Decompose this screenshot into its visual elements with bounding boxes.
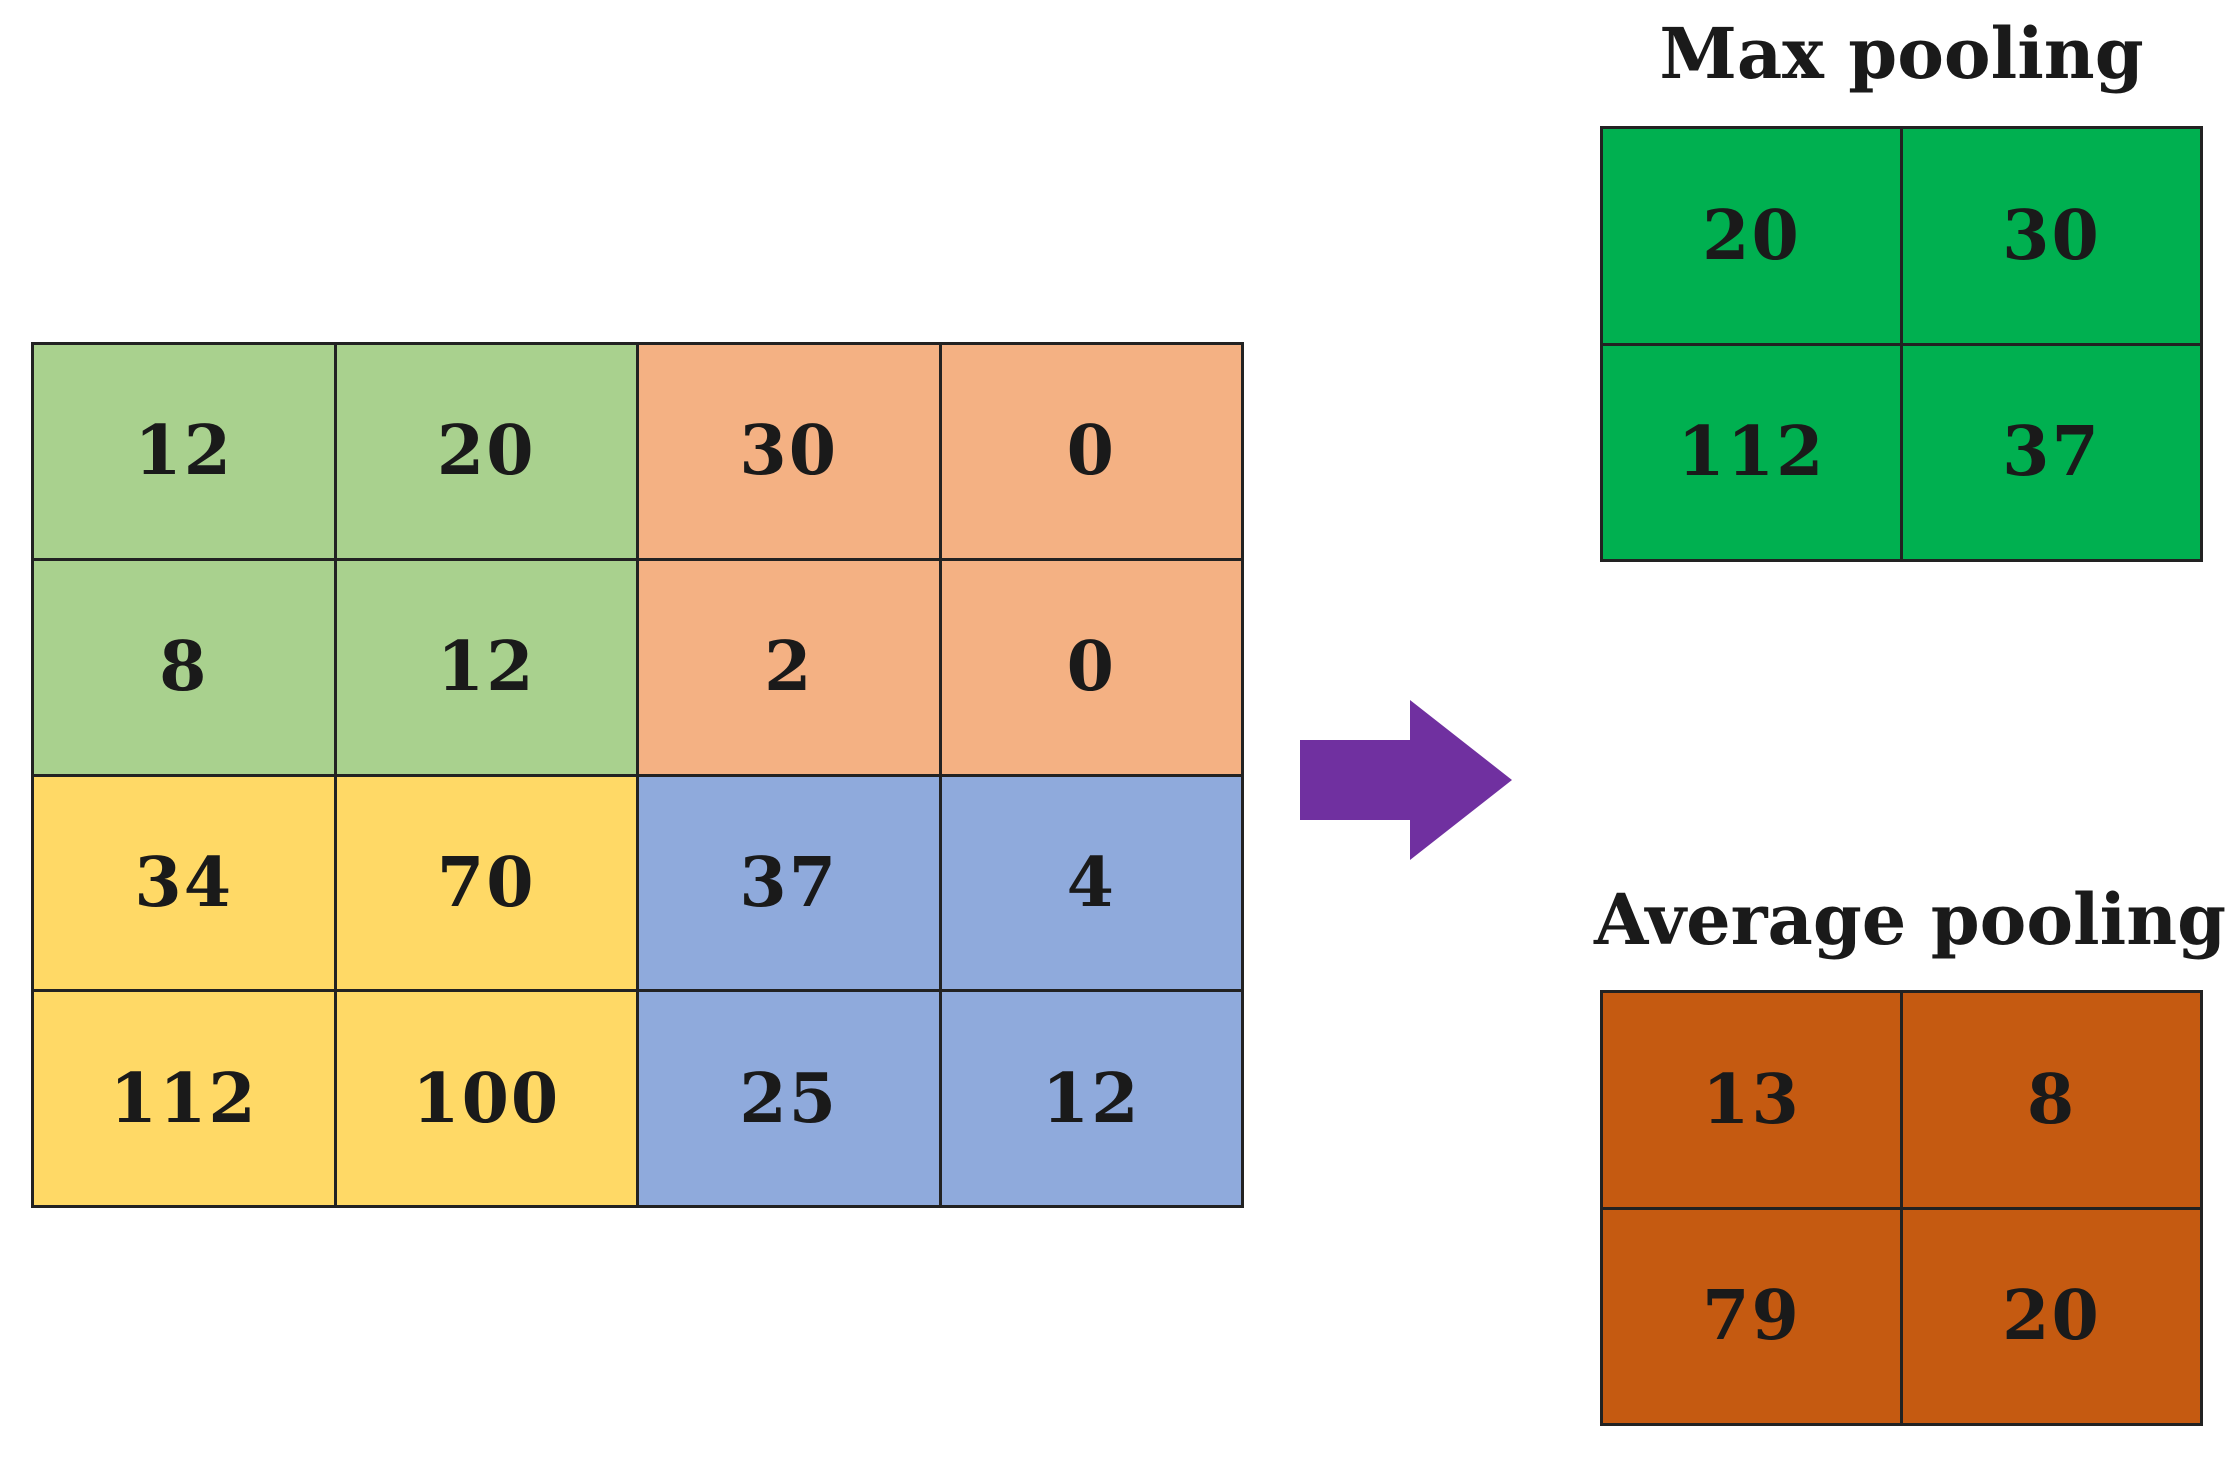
input-cell-r0c3: 0 [941, 345, 1244, 561]
input-cell-r2c1: 70 [336, 776, 639, 993]
average-pooling-matrix: 13 8 79 20 [1600, 990, 2203, 1426]
arrow-shape [1300, 700, 1512, 860]
right-arrow-icon [1300, 700, 1512, 860]
input-cell-r0c2: 30 [639, 345, 942, 561]
input-cell-r3c0: 112 [34, 992, 337, 1208]
average-pooling-title: Average pooling [1593, 878, 2227, 961]
input-cell-r3c3: 12 [941, 992, 1244, 1208]
input-cell-r0c1: 20 [336, 345, 639, 561]
input-cell-r2c0: 34 [34, 776, 337, 993]
input-cell-r2c2: 37 [639, 776, 942, 993]
input-matrix: 12 20 30 0 8 12 2 0 34 70 37 4 112 100 2… [31, 342, 1244, 1208]
avg-cell-r1c1: 20 [1903, 1209, 2203, 1426]
input-cell-r2c3: 4 [941, 776, 1244, 993]
avg-cell-r0c0: 13 [1603, 993, 1903, 1210]
avg-cell-r1c0: 79 [1603, 1209, 1903, 1426]
input-cell-r3c1: 100 [336, 992, 639, 1208]
max-pooling-matrix: 20 30 112 37 [1600, 126, 2203, 562]
max-cell-r1c0: 112 [1603, 345, 1903, 562]
input-cell-r1c1: 12 [336, 560, 639, 777]
max-cell-r0c0: 20 [1603, 129, 1903, 346]
avg-cell-r0c1: 8 [1903, 993, 2203, 1210]
max-pooling-title: Max pooling [1659, 12, 2144, 95]
input-cell-r3c2: 25 [639, 992, 942, 1208]
input-cell-r1c2: 2 [639, 560, 942, 777]
max-cell-r1c1: 37 [1903, 345, 2203, 562]
input-cell-r1c3: 0 [941, 560, 1244, 777]
input-cell-r0c0: 12 [34, 345, 337, 561]
input-cell-r1c0: 8 [34, 560, 337, 777]
max-cell-r0c1: 30 [1903, 129, 2203, 346]
